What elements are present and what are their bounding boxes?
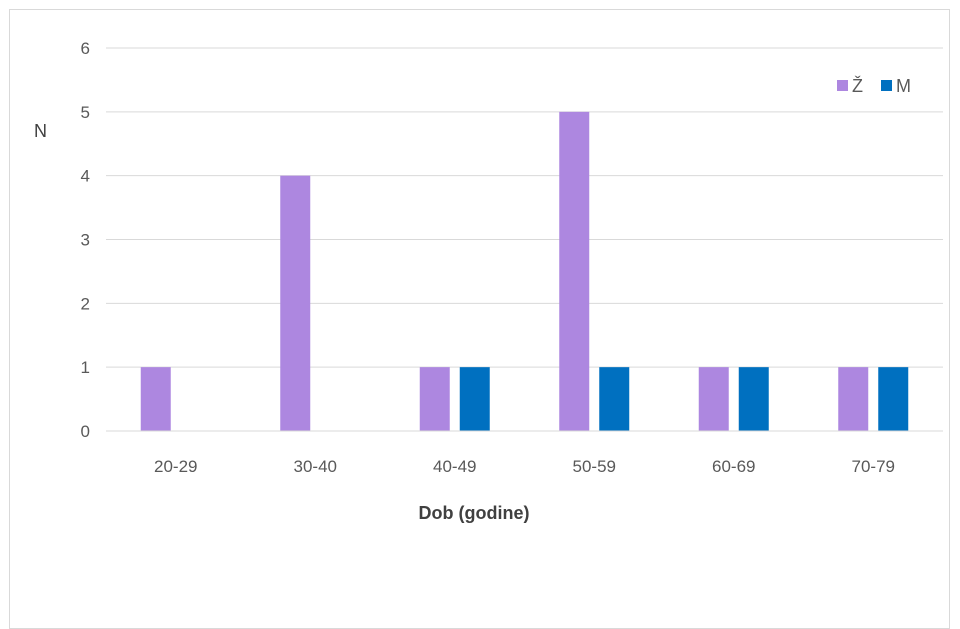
y-tick-label: 2 bbox=[81, 294, 90, 313]
y-tick-label: 5 bbox=[81, 103, 90, 122]
x-tick-label: 40-49 bbox=[433, 457, 476, 476]
bar-series1-30-40 bbox=[280, 175, 311, 431]
x-axis-title: Dob (godine) bbox=[419, 503, 530, 523]
y-axis-title: N bbox=[34, 121, 47, 141]
bar-series2-70-79 bbox=[878, 367, 909, 431]
x-tick-label: 70-79 bbox=[852, 457, 895, 476]
x-tick-label: 60-69 bbox=[712, 457, 755, 476]
legend-label: Ž bbox=[852, 76, 863, 96]
x-tick-label: 50-59 bbox=[573, 457, 616, 476]
bar-series2-50-59 bbox=[599, 367, 630, 431]
bar-series1-20-29 bbox=[140, 367, 171, 431]
bar-series2-60-69 bbox=[738, 367, 769, 431]
legend-swatch bbox=[881, 80, 892, 91]
y-tick-label: 4 bbox=[81, 167, 90, 186]
legend-label: M bbox=[896, 76, 911, 96]
bar-series1-70-79 bbox=[838, 367, 869, 431]
x-tick-label: 20-29 bbox=[154, 457, 197, 476]
bar-series1-50-59 bbox=[559, 111, 590, 431]
bar-chart: 0 1 2 3 4 5 6 20-29 30-40 40-49 50-59 60-69 70-79 N… bbox=[34, 39, 943, 523]
bar-series1-40-49 bbox=[419, 367, 450, 431]
gridlines bbox=[106, 47, 943, 368]
y-tick-labels: 0 1 2 3 4 5 6 bbox=[81, 39, 90, 441]
y-tick-label: 0 bbox=[81, 422, 90, 441]
legend-swatch bbox=[837, 80, 848, 91]
x-tick-label: 30-40 bbox=[294, 457, 337, 476]
bar-series1-60-69 bbox=[698, 367, 729, 431]
bar-series2-40-49 bbox=[459, 367, 490, 431]
y-tick-label: 1 bbox=[81, 358, 90, 377]
y-tick-label: 3 bbox=[81, 231, 90, 250]
x-tick-labels: 20-29 30-40 40-49 50-59 60-69 70-79 bbox=[154, 457, 895, 476]
y-tick-label: 6 bbox=[81, 39, 90, 58]
bars bbox=[140, 111, 909, 431]
